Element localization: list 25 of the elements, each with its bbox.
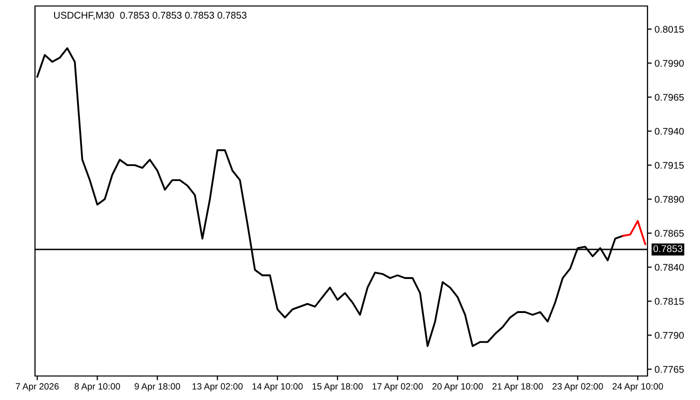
y-tick-label: 0.8015 [654, 26, 684, 33]
x-tick-label: 21 Apr 18:00 [492, 383, 543, 392]
y-tick-label: 0.7965 [654, 94, 684, 101]
y-tick-label: 0.7815 [654, 298, 684, 305]
y-tick-label: 0.7865 [654, 230, 684, 237]
y-tick-label: 0.7940 [654, 128, 684, 135]
line-series [622, 220, 646, 245]
x-tick-label: 17 Apr 02:00 [372, 383, 423, 392]
x-tick-label: 20 Apr 10:00 [432, 383, 483, 392]
y-tick-label: 0.7990 [654, 60, 684, 67]
y-tick-label: 0.7890 [654, 196, 684, 203]
x-tick-label: 7 Apr 2026 [16, 383, 59, 392]
y-tick-label: 0.7840 [654, 264, 684, 271]
x-tick-label: 15 Apr 18:00 [312, 383, 363, 392]
x-tick-label: 23 Apr 02:00 [552, 383, 603, 392]
x-tick-label: 8 Apr 10:00 [74, 383, 120, 392]
x-tick-label: 24 Apr 10:00 [612, 383, 663, 392]
ref-line-label: 0.7853 [653, 245, 682, 252]
x-tick-label: 14 Apr 10:00 [252, 383, 303, 392]
text: USDCHF,M30 0.7853 0.7853 0.7853 0.7853 [54, 12, 246, 20]
x-tick-label: 13 Apr 02:00 [192, 383, 243, 392]
y-tick-label: 0.7790 [654, 332, 684, 339]
x-tick-label: 9 Apr 18:00 [134, 383, 180, 392]
y-tick-label: 0.7765 [654, 366, 684, 373]
y-tick-label: 0.7915 [654, 162, 684, 169]
